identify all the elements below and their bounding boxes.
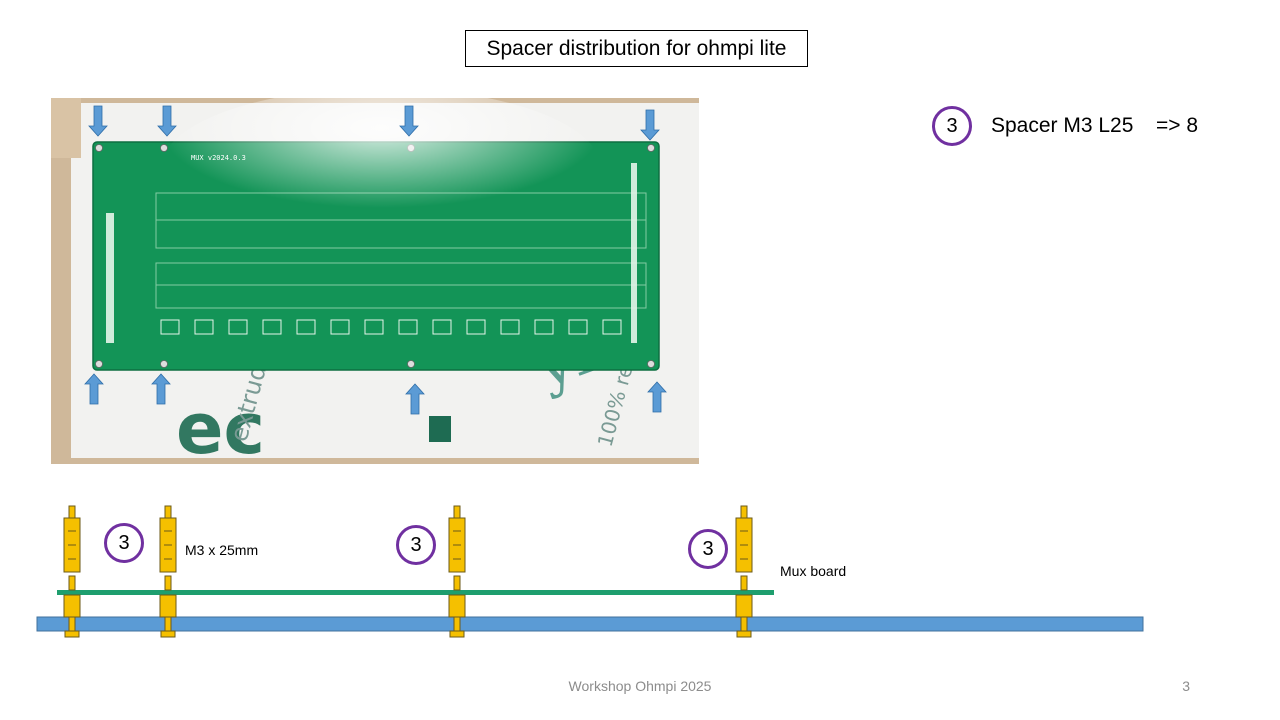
base-plate [36, 616, 1144, 632]
spacer-count-marker: 3 [932, 106, 972, 146]
spacer-quantity: => 8 [1156, 114, 1199, 137]
arrow-up-icon [84, 373, 104, 405]
mux-board-line [57, 590, 774, 595]
spacer-count-marker: 3 [104, 523, 144, 563]
spacer-side-view-diagram: 3 M3 x 25mm 3 3 Mux board [30, 500, 1160, 650]
arrow-down-icon [157, 105, 177, 137]
arrow-down-icon [640, 109, 660, 141]
svg-text:ec: ec [176, 388, 265, 464]
arrow-down-icon [399, 105, 419, 137]
mux-board-photo: ec extruded ylic 100% rec MUX v2024.0.3 [51, 98, 699, 464]
arrow-down-icon [88, 105, 108, 137]
spacer-label: Spacer M3 L25 [991, 114, 1134, 137]
mux-board-label: Mux board [780, 563, 847, 579]
arrow-up-icon [151, 373, 171, 405]
spacer-stack [448, 505, 466, 638]
spacer-count-marker: 3 [396, 525, 436, 565]
page-number: 3 [1182, 678, 1190, 694]
slide-title: Spacer distribution for ohmpi lite [465, 30, 808, 67]
spacer-stack [735, 505, 753, 638]
spacer-count-marker: 3 [688, 529, 728, 569]
spacer-stack [159, 505, 177, 638]
arrow-up-icon [647, 381, 667, 413]
spacer-stack [63, 505, 81, 638]
spacer-spec-label: M3 x 25mm [185, 542, 259, 558]
arrow-up-icon [405, 383, 425, 415]
footer-text: Workshop Ohmpi 2025 [568, 678, 712, 694]
